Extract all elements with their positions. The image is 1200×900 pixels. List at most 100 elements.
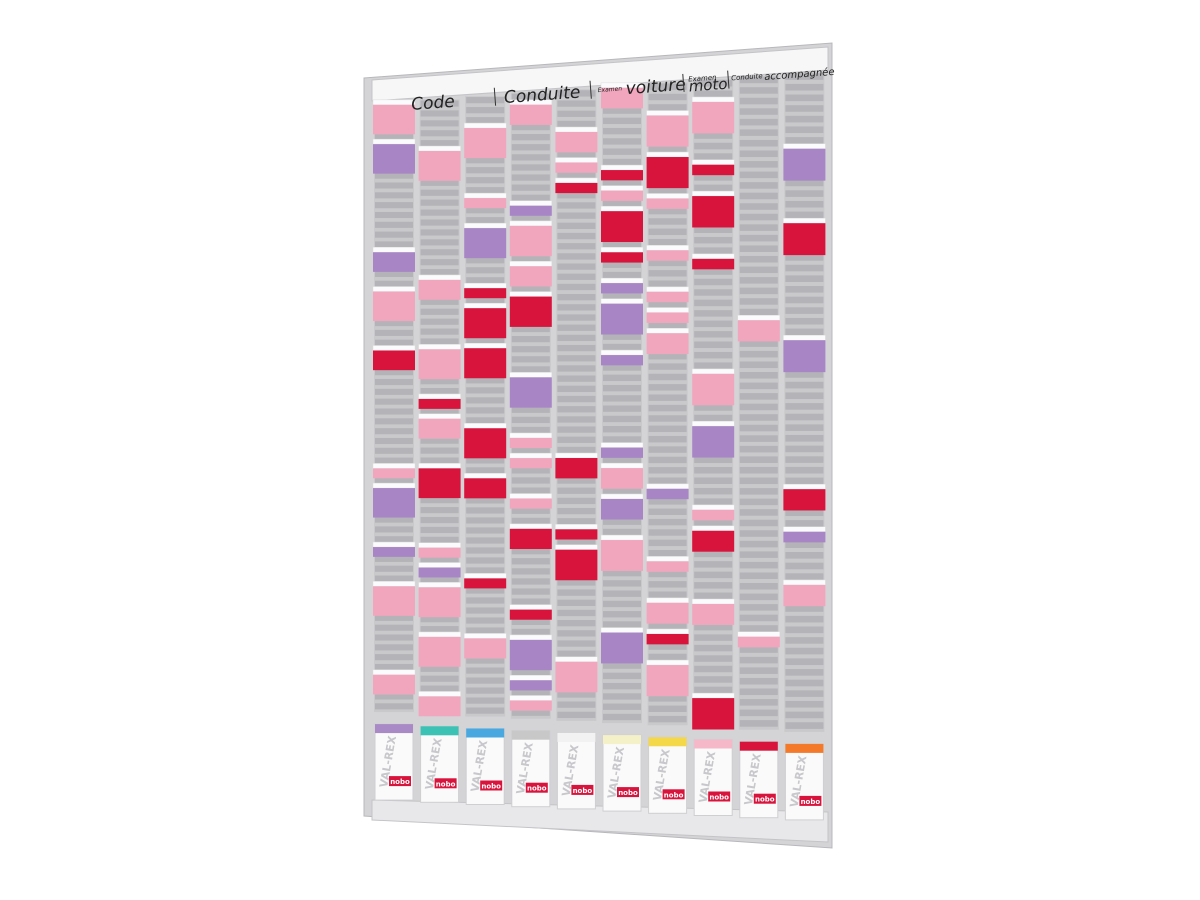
slot xyxy=(420,110,459,117)
card xyxy=(692,373,735,406)
card-top xyxy=(646,597,689,604)
slot xyxy=(557,151,596,158)
slot xyxy=(739,87,778,94)
card xyxy=(692,196,735,228)
slot xyxy=(785,722,824,729)
slot xyxy=(557,640,596,647)
slot xyxy=(785,573,824,580)
slot xyxy=(739,583,778,590)
card-top xyxy=(600,185,644,191)
slot xyxy=(603,395,641,402)
slot xyxy=(648,321,687,329)
card xyxy=(601,468,643,489)
card-top xyxy=(783,483,826,490)
slot xyxy=(739,614,778,622)
slot xyxy=(557,650,596,657)
card xyxy=(601,447,643,458)
card-top xyxy=(418,393,461,400)
card xyxy=(783,531,826,543)
slot xyxy=(511,194,550,201)
slot xyxy=(375,693,413,700)
slot xyxy=(511,255,550,262)
card xyxy=(555,549,598,581)
slot xyxy=(603,292,641,299)
card xyxy=(418,418,461,439)
slot xyxy=(648,301,687,308)
card xyxy=(692,164,735,176)
card-top xyxy=(463,342,507,349)
slot xyxy=(694,341,733,349)
slot xyxy=(466,507,505,514)
slot xyxy=(694,80,733,87)
slot xyxy=(511,709,550,716)
slot xyxy=(557,446,596,454)
card xyxy=(418,349,461,380)
box-logo-bg xyxy=(799,795,822,806)
slot xyxy=(785,190,824,197)
slot xyxy=(420,219,459,226)
slot xyxy=(557,497,596,505)
slot xyxy=(511,214,550,222)
slot xyxy=(648,93,687,101)
slot xyxy=(694,404,733,411)
slot xyxy=(648,570,687,578)
slot xyxy=(648,394,687,401)
slot xyxy=(511,174,550,181)
slot xyxy=(375,565,413,572)
slot xyxy=(694,561,733,568)
slot xyxy=(466,657,505,664)
slot xyxy=(511,477,550,484)
slot xyxy=(557,609,596,617)
slot xyxy=(694,487,733,495)
slot xyxy=(785,328,824,336)
card-top xyxy=(555,544,598,550)
card xyxy=(692,509,735,521)
slot xyxy=(785,83,824,91)
slot xyxy=(648,518,687,526)
slot xyxy=(557,395,596,403)
box-logo: nobo xyxy=(618,789,638,797)
slot xyxy=(785,424,824,431)
slot xyxy=(557,273,596,280)
card-top xyxy=(509,291,553,297)
slot xyxy=(375,388,413,395)
card-box-lid xyxy=(739,741,778,751)
card-top xyxy=(555,656,598,663)
box-logo: nobo xyxy=(436,780,456,788)
slot xyxy=(648,353,687,360)
slot xyxy=(420,179,459,186)
box-logo-bg xyxy=(525,782,548,793)
slot xyxy=(375,408,413,415)
slot xyxy=(420,239,459,246)
slot xyxy=(739,456,778,463)
card xyxy=(464,308,507,339)
header-divider xyxy=(589,80,592,99)
slot xyxy=(375,447,413,454)
card xyxy=(418,636,461,667)
slot xyxy=(466,617,505,624)
slot xyxy=(739,182,778,189)
slot xyxy=(557,385,596,393)
box-logo-bg xyxy=(708,791,731,802)
card-top xyxy=(783,217,826,224)
slot xyxy=(466,547,505,554)
slot xyxy=(603,456,641,464)
box-logo: nobo xyxy=(573,787,593,795)
slot xyxy=(375,339,413,346)
slot xyxy=(739,382,778,390)
slot xyxy=(648,270,687,277)
card xyxy=(464,228,507,259)
slot xyxy=(375,270,413,277)
card xyxy=(509,498,552,509)
card-top xyxy=(509,493,553,499)
box-logo: nobo xyxy=(390,778,410,786)
slot xyxy=(557,243,596,250)
card-top xyxy=(691,504,735,511)
slot xyxy=(375,457,413,464)
card xyxy=(464,578,507,589)
slot xyxy=(785,413,824,421)
slot xyxy=(466,297,505,304)
slot xyxy=(785,477,824,485)
slot xyxy=(694,498,733,505)
